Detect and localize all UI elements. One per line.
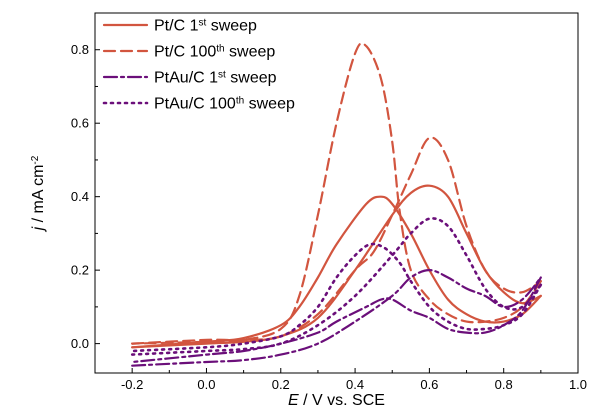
y-tick-label: 0.2 — [71, 263, 89, 278]
legend-label: PtAu/C 1st sweep — [154, 69, 277, 87]
y-tick-label: 0.6 — [71, 116, 89, 131]
x-tick-label: 0.6 — [420, 377, 438, 392]
series-1-forward-line — [131, 184, 542, 349]
legend-label: PtAu/C 100th sweep — [154, 95, 295, 113]
series-1-reverse-line — [131, 195, 542, 349]
x-tick-label: 0.8 — [495, 377, 513, 392]
legend: Pt/C 1st sweep Pt/C 100th sweep PtAu/C 1st… — [102, 17, 295, 113]
plot-frame — [94, 12, 579, 374]
x-tick-label: 0.4 — [346, 377, 364, 392]
y-axis-symbol: j — [30, 226, 47, 232]
x-tick-label: 0.2 — [272, 377, 290, 392]
x-tick-label: 1.0 — [569, 377, 587, 392]
series-3-forward-line — [131, 268, 542, 367]
y-axis-label: j / mA cm-2 — [30, 155, 48, 232]
y-axis-label-sup: -2 — [30, 155, 41, 164]
series-4-reverse-line — [130, 242, 543, 353]
x-tick-label: 0.0 — [197, 377, 215, 392]
x-tick-label: -0.2 — [121, 377, 143, 392]
series-4-forward-line — [130, 217, 543, 356]
ticks-layer: -0.2 0.0 0.2 0.4 0.6 0.8 1.0 0.0 0.2 0.4 0.6 0.8 — [71, 42, 587, 392]
x-axis-label-text: / V vs. SCE — [299, 392, 385, 409]
x-axis-symbol: E — [288, 392, 299, 409]
legend-label: Pt/C 100th sweep — [154, 43, 275, 61]
y-tick-label: 0.0 — [71, 336, 89, 351]
y-axis-label-text: / mA cm — [30, 165, 47, 227]
y-tick-label: 0.4 — [71, 189, 89, 204]
x-axis-label: E / V vs. SCE — [288, 392, 385, 409]
legend-label: Pt/C 1st sweep — [154, 17, 257, 35]
series-2-forward-line — [131, 136, 542, 345]
series-layer — [130, 42, 543, 367]
y-tick-label: 0.8 — [71, 42, 89, 57]
series-2-reverse-line — [131, 42, 542, 345]
